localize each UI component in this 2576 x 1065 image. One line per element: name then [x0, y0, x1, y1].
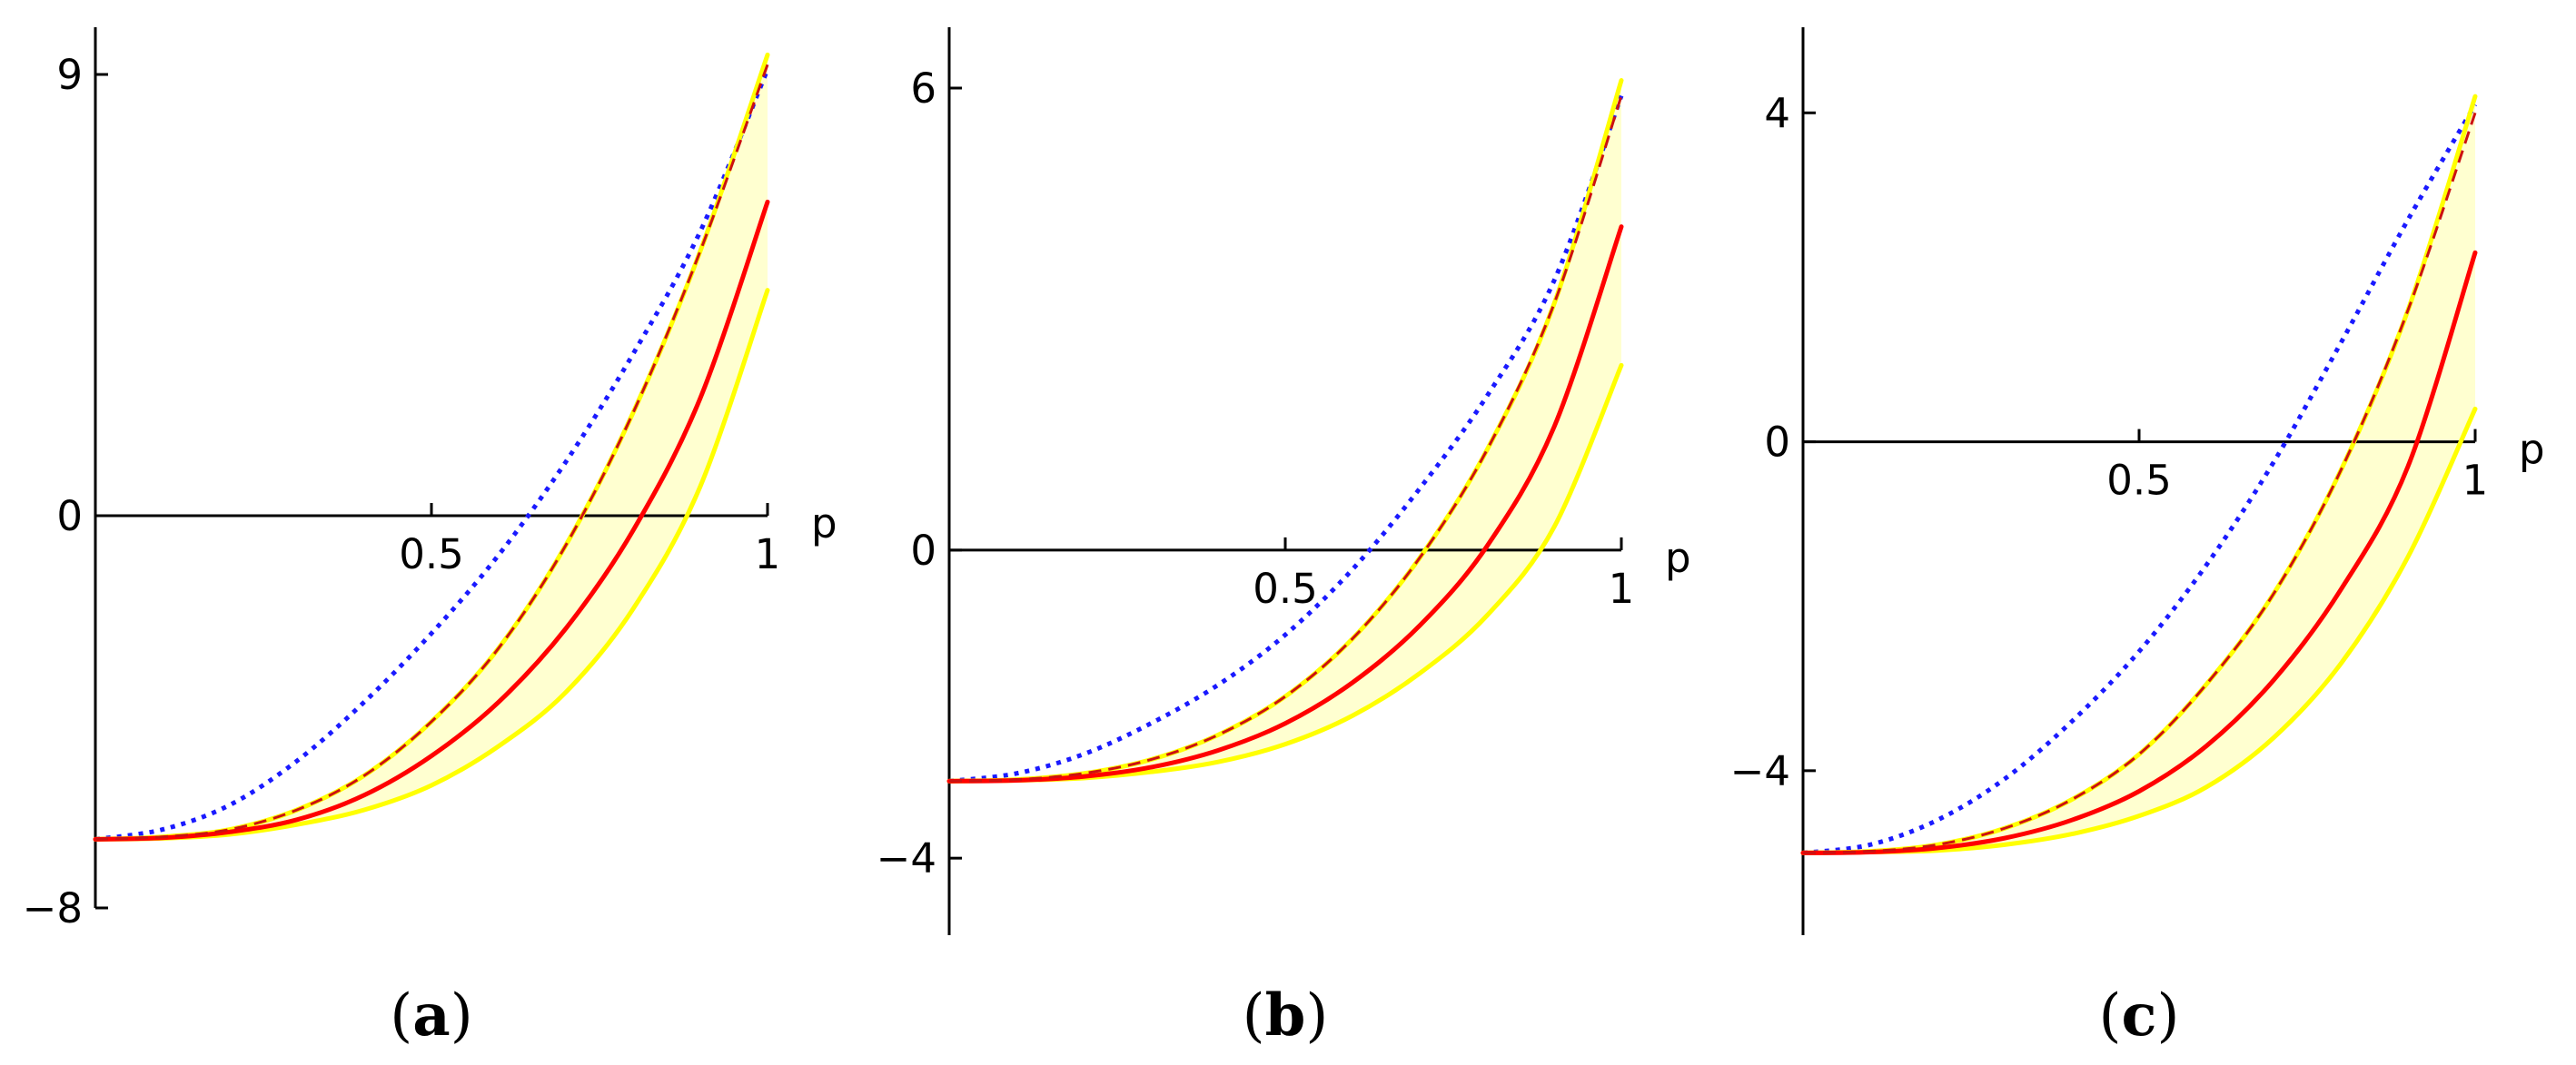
y-tick-label: 0	[1764, 419, 1790, 467]
x-tick-label: 0.5	[2106, 457, 2172, 505]
confidence-band	[1803, 96, 2475, 853]
series-red-solid	[1800, 250, 2478, 855]
x-tick-label: 0.5	[399, 530, 464, 578]
x-tick-label: 0.5	[1253, 565, 1318, 613]
y-tick-label: 4	[1764, 89, 1790, 137]
y-tick-label: −8	[23, 884, 83, 932]
x-tick-label: 1	[755, 530, 781, 578]
panel-label: (a)	[390, 981, 472, 1050]
x-axis-label: p	[1665, 534, 1691, 582]
confidence-band	[95, 54, 768, 840]
x-axis-label: p	[811, 499, 837, 547]
x-tick-label: 1	[1609, 565, 1635, 613]
confidence-band	[949, 80, 1621, 782]
x-axis-label: p	[2519, 426, 2545, 474]
series-red-solid	[946, 224, 1624, 784]
series-yellow-lower	[93, 288, 770, 842]
chart-panel-b: −4 0 6 0.5 1p (b)	[877, 27, 1691, 1050]
series-red-dashed	[948, 95, 1623, 783]
x-tick-label: 1	[2462, 457, 2489, 505]
chart-panel-a: −8 0 9 0.5 1p (a)	[23, 27, 837, 1050]
y-tick-label: −4	[877, 834, 936, 883]
series-red-solid	[93, 199, 770, 842]
chart-panel-c: −4 0 4 0.5 1p (c)	[1730, 27, 2545, 1050]
series-blue-dotted	[1802, 103, 2478, 855]
panel-label: (c)	[2099, 981, 2180, 1050]
series-red-dashed	[1802, 112, 2477, 854]
y-tick-label: 0	[56, 492, 83, 540]
panel-label: (b)	[1243, 981, 1329, 1050]
y-tick-label: 6	[910, 64, 936, 113]
y-tick-label: 0	[910, 527, 936, 575]
y-tick-label: 9	[56, 51, 83, 99]
y-tick-label: −4	[1730, 747, 1790, 795]
series-blue-dotted	[948, 94, 1624, 784]
series-red-dashed	[94, 64, 769, 841]
